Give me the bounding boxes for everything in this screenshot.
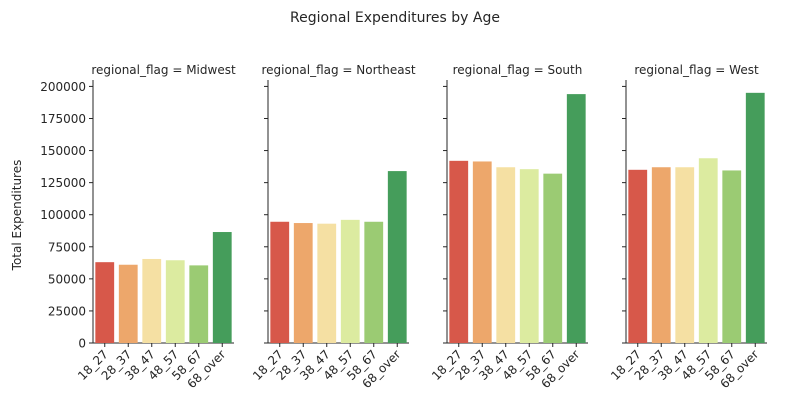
panel-title: regional_flag = Midwest bbox=[91, 63, 236, 77]
bar-38_47 bbox=[317, 223, 337, 343]
panel-2: regional_flag = South18_2728_3738_4748_5… bbox=[429, 63, 588, 391]
y-tick-label: 50000 bbox=[48, 272, 86, 286]
y-axis-label: Total Expenditures bbox=[10, 160, 24, 272]
panel-1: regional_flag = Northeast18_2728_3738_47… bbox=[250, 63, 416, 391]
figure-title: Regional Expenditures by Age bbox=[290, 10, 500, 26]
bar-58_67 bbox=[364, 221, 384, 343]
bar-58_67 bbox=[722, 170, 742, 343]
bar-68_over bbox=[566, 94, 586, 343]
bar-58_67 bbox=[189, 265, 209, 343]
panel-0: regional_flag = Midwest 0 25000 50000 75000 1… bbox=[40, 63, 236, 391]
bar-68_over bbox=[212, 232, 232, 343]
bar-28_37 bbox=[651, 167, 671, 343]
y-tick-label: 200000 bbox=[40, 80, 86, 94]
bar-18_27 bbox=[95, 262, 115, 343]
y-tick-label: 75000 bbox=[48, 240, 86, 254]
bar-28_37 bbox=[472, 161, 492, 343]
bar-68_over bbox=[745, 92, 765, 343]
bar-48_57 bbox=[165, 260, 185, 343]
panels: regional_flag = Midwest 0 25000 50000 75000 1… bbox=[40, 63, 767, 391]
bar-58_67 bbox=[543, 173, 563, 343]
panel-title: regional_flag = West bbox=[634, 63, 759, 77]
bar-18_27 bbox=[628, 169, 648, 343]
bar-68_over bbox=[387, 171, 407, 343]
y-tick-label: 25000 bbox=[48, 304, 86, 318]
bar-18_27 bbox=[270, 221, 290, 343]
bar-48_57 bbox=[698, 158, 718, 343]
panel-3: regional_flag = West18_2728_3738_4748_57… bbox=[608, 63, 767, 391]
bar-38_47 bbox=[496, 167, 516, 343]
y-tick-label: 125000 bbox=[40, 176, 86, 190]
y-tick-label: 0 bbox=[78, 337, 86, 351]
bar-48_57 bbox=[519, 169, 539, 343]
panel-title: regional_flag = South bbox=[453, 63, 583, 77]
bar-28_37 bbox=[118, 264, 138, 343]
panel-title: regional_flag = Northeast bbox=[261, 63, 415, 77]
bar-48_57 bbox=[340, 219, 360, 343]
y-tick-label: 175000 bbox=[40, 112, 86, 126]
bar-18_27 bbox=[449, 160, 469, 343]
bar-38_47 bbox=[675, 167, 695, 343]
y-tick-label: 150000 bbox=[40, 144, 86, 158]
y-tick-label: 100000 bbox=[40, 208, 86, 222]
bar-28_37 bbox=[293, 223, 313, 343]
bar-38_47 bbox=[142, 258, 162, 343]
